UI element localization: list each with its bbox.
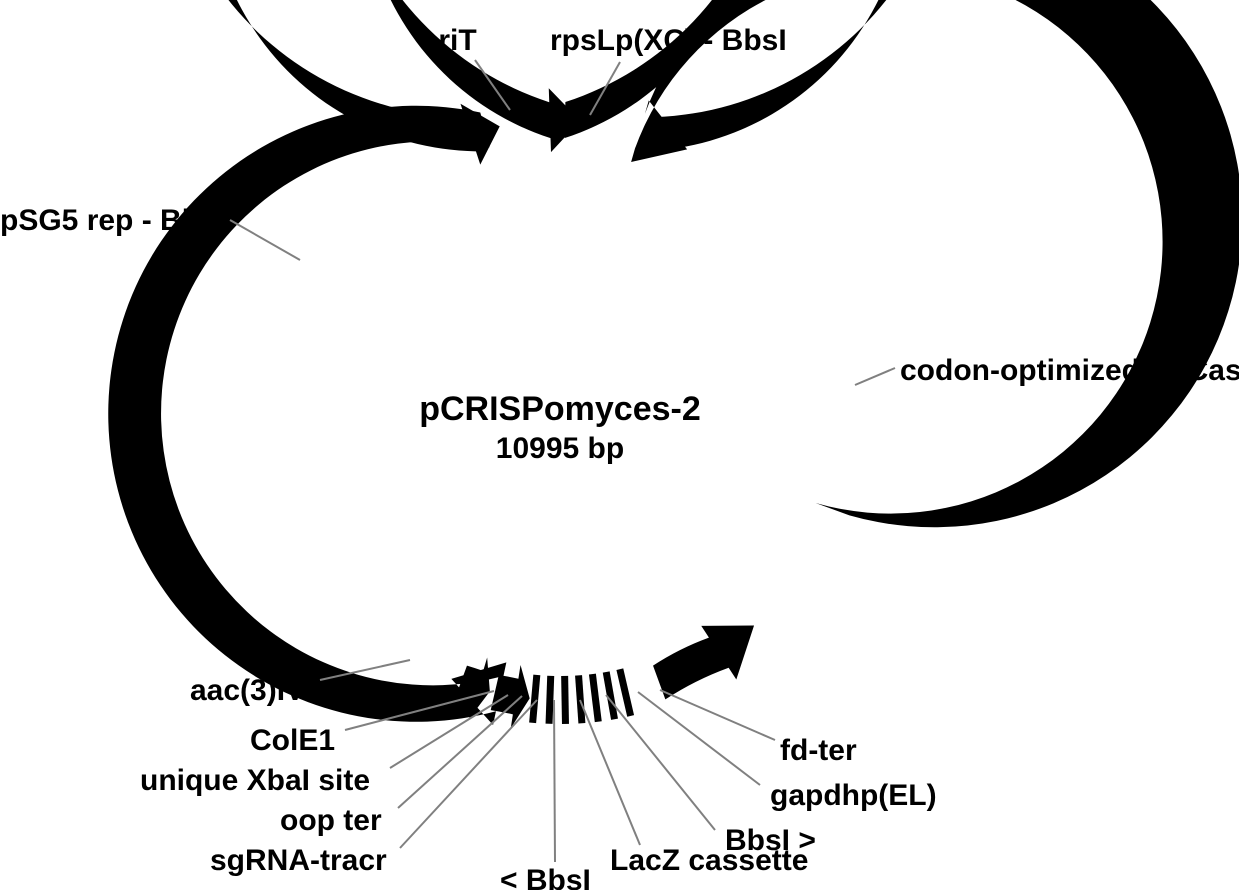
label-aac3: aac(3)IV [190,674,305,707]
label-oopter: oop ter [280,804,382,837]
label-bbsi_l: < BbsI [500,864,591,890]
label-spcas9: codon-optimized SpCas9 [900,354,1239,387]
label-colE1: ColE1 [250,724,335,757]
label-rpsLp: rpsLp(XC) - BbsI [550,24,787,57]
leader-bbsi_r [606,695,715,830]
tick-colE1 [620,669,631,716]
tick-bbsi_l [565,676,566,724]
leader-fdter [660,690,775,740]
label-oriT: oriT [420,24,477,57]
label-fdter: fd-ter [780,734,857,767]
tick-oopter [592,674,598,722]
tick-lacZ [549,676,551,724]
leader-bbsi_l [554,700,555,862]
leader-psg5 [230,220,300,260]
tick-bbsi_r [533,675,537,723]
leader-lacZ [580,700,640,845]
label-xbai: unique XbaI site [140,764,370,797]
plasmid-name: pCRISPomyces-2 [419,390,701,428]
tick-sgRNA [579,675,582,723]
plasmid-size: 10995 bp [496,432,624,465]
label-gapdhp: gapdhp(EL) [770,779,937,812]
leader-sgRNA [400,700,537,848]
feature-aac3 [653,626,754,700]
leader-spcas9 [855,368,895,385]
label-lacZ: LacZ cassette [610,844,808,877]
label-sgRNA: sgRNA-tracr [210,844,387,877]
label-psg5: pSG5 rep - BbsI [0,204,225,237]
feature-psg5 [631,0,1239,527]
